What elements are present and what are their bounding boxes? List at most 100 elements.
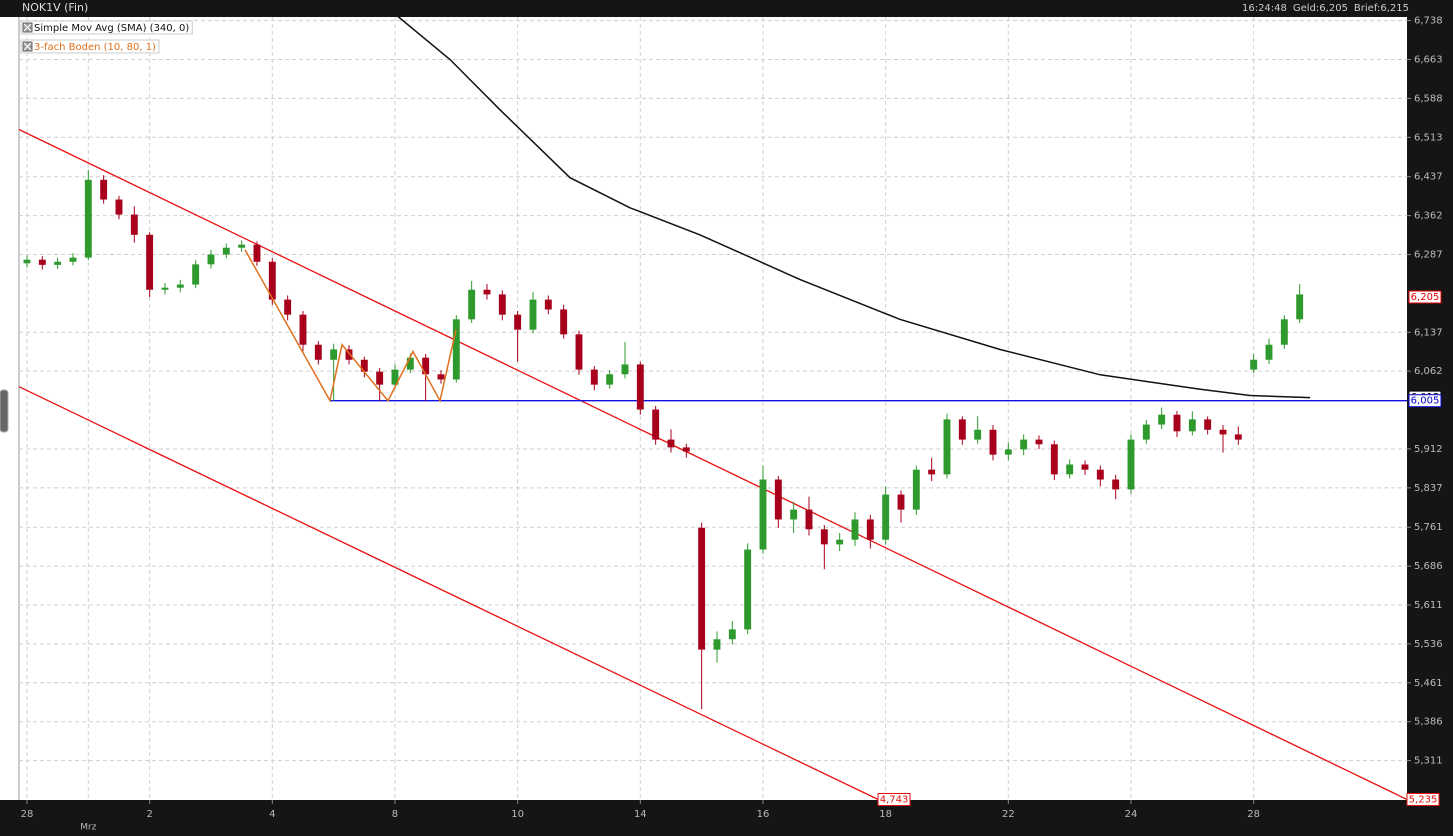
candle-body	[1081, 464, 1089, 470]
price-label-box	[1408, 394, 1442, 408]
candle-body	[238, 244, 246, 248]
candle-body	[1280, 319, 1288, 345]
candle-body	[928, 469, 936, 475]
trend-line	[19, 128, 1407, 800]
candle-body	[790, 509, 798, 520]
y-tick-label: 5,912	[1414, 444, 1443, 455]
candle-body	[989, 429, 997, 455]
legend-box	[20, 20, 193, 35]
quote-ask: Brief:6,215	[1354, 3, 1409, 14]
x-tick-label: 24	[1125, 809, 1138, 820]
candle-body	[943, 419, 951, 475]
candle-body	[958, 419, 966, 440]
end-label: 4,743	[877, 792, 911, 806]
y-tick-label: 6,362	[1414, 211, 1443, 222]
y-tick-label: 6,437	[1414, 172, 1443, 183]
end-label: 5,235	[1406, 792, 1440, 806]
x-tick-label: 10	[511, 809, 524, 820]
candle-body	[253, 244, 261, 262]
panel-handle[interactable]	[0, 389, 9, 433]
y-tick-label: 5,686	[1414, 561, 1443, 572]
candle-body	[1004, 449, 1012, 455]
candle-body	[192, 264, 200, 285]
candle-body	[483, 289, 491, 295]
candle-body	[345, 349, 353, 360]
candle-body	[560, 309, 568, 335]
candle-body	[1127, 439, 1135, 490]
candle-body	[882, 494, 890, 540]
candle-body	[866, 519, 874, 540]
candle-body	[897, 494, 905, 510]
candle-body	[1066, 464, 1074, 475]
y-tick-label: 6,588	[1414, 93, 1443, 104]
y-tick-label: 5,611	[1414, 600, 1443, 611]
candle-body	[529, 299, 537, 330]
price-label-box	[1408, 290, 1442, 304]
y-tick-label: 5,461	[1414, 678, 1443, 689]
end-label-box	[1406, 792, 1440, 806]
x-tick-label: 16	[757, 809, 770, 820]
candle-body	[836, 539, 844, 545]
legend-item[interactable]: Simple Mov Avg (SMA) (340, 0)	[20, 20, 193, 35]
y-tick-label: 6,513	[1414, 132, 1443, 143]
candle-body	[652, 409, 660, 440]
plot-layer	[19, 17, 1407, 800]
plot-area	[0, 17, 1407, 800]
candle-body	[452, 319, 460, 380]
candle-body	[54, 261, 62, 265]
x-tick-label: 18	[879, 809, 892, 820]
candle-body	[1173, 414, 1181, 432]
candle-body	[391, 369, 399, 385]
candle-body	[1265, 344, 1273, 360]
candle-body	[1142, 424, 1150, 440]
candle-body	[161, 287, 169, 290]
candle-body	[774, 479, 782, 520]
candle-body	[682, 447, 690, 452]
x-tick-label: 14	[634, 809, 647, 820]
legend-label: 3-fach Boden (10, 80, 1)	[34, 42, 156, 53]
y-tick-label: 5,386	[1414, 717, 1443, 728]
candle-body	[1219, 429, 1227, 435]
candle-body	[376, 371, 384, 385]
candle-body	[406, 357, 414, 370]
y-tick-label: 6,663	[1414, 55, 1443, 66]
candle-body	[805, 509, 813, 530]
candle-body	[728, 629, 736, 640]
candle-body	[146, 234, 154, 290]
candle-body	[284, 299, 292, 315]
candle-body	[1096, 469, 1104, 480]
legend-checkbox-x	[23, 42, 32, 51]
candle-body	[437, 374, 445, 380]
y-tick-label: 5,536	[1414, 639, 1443, 650]
candle-body	[1158, 414, 1166, 425]
candle-body	[698, 527, 706, 650]
candle-body	[314, 344, 322, 360]
candle-body	[498, 294, 506, 315]
candle-body	[422, 357, 430, 375]
candle-body	[606, 374, 614, 385]
y-tick-label: 5,311	[1414, 756, 1443, 767]
candle-body	[974, 429, 982, 440]
candle-body	[207, 254, 215, 265]
chart-title: NOK1V (Fin)	[22, 1, 88, 14]
candle-body	[851, 519, 859, 540]
x-tick-label: 4	[269, 809, 275, 820]
candle-body	[130, 214, 138, 235]
candle-body	[1112, 479, 1120, 490]
candle-body	[1234, 434, 1242, 440]
end-label-text: 4,743	[880, 794, 909, 805]
overlay-line	[397, 17, 1311, 399]
candle-body	[744, 549, 752, 630]
candle-body	[544, 299, 552, 310]
x-tick-label: 8	[392, 809, 398, 820]
legend-label: Simple Mov Avg (SMA) (340, 0)	[34, 23, 189, 34]
candle-body	[1250, 359, 1258, 370]
legend-item[interactable]: 3-fach Boden (10, 80, 1)	[20, 39, 160, 54]
candle-body	[514, 314, 522, 330]
candle-body	[360, 359, 368, 372]
candle-body	[1204, 419, 1212, 430]
legend-box	[20, 39, 160, 54]
y-tick-label: 5,837	[1414, 483, 1443, 494]
month-label: Mrz	[80, 823, 96, 833]
